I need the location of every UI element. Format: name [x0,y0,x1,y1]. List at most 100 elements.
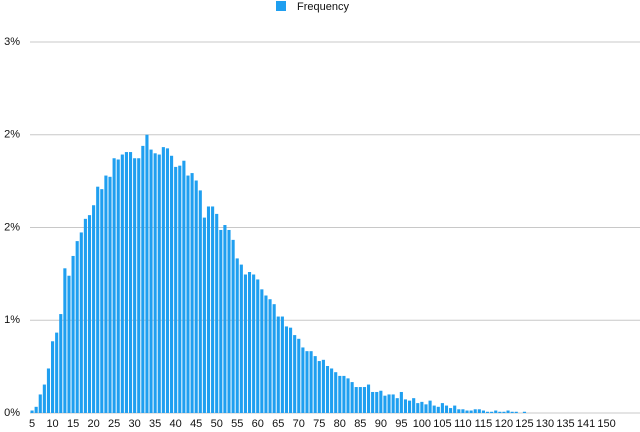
x-tick-label: 125 [515,418,533,430]
x-tick-label: 135 [556,418,574,430]
bar [272,304,276,413]
x-tick-label: 15 [67,418,79,430]
x-tick-label: 30 [129,418,141,430]
bar [375,391,379,413]
bar [305,351,309,413]
bar [215,213,219,413]
x-tick-label: 70 [293,418,305,430]
bar [227,229,231,413]
bar [83,218,87,413]
bar [330,368,334,413]
bar [399,391,403,413]
bar [338,375,342,413]
bar [383,395,387,413]
bar [108,176,112,413]
bar [120,154,124,413]
bar [104,175,108,413]
bar [87,215,92,413]
x-tick-label: 95 [395,418,407,430]
bar [354,387,358,413]
bar [260,289,264,413]
bar [506,410,510,413]
x-tick-label: 115 [475,418,493,430]
bar [198,190,202,413]
x-tick-label: 141 [577,418,595,430]
bar [391,394,395,413]
bar [358,387,362,413]
x-tick-label: 35 [149,418,161,430]
bar [461,409,465,413]
bar [153,153,157,414]
bar [206,206,211,413]
bar [34,406,38,413]
bar [92,205,96,413]
bar [522,411,527,413]
bar [170,155,174,414]
bar [75,241,79,413]
bar [145,134,149,413]
bar [59,314,63,413]
bar [444,405,449,413]
bar [321,359,325,413]
bar [112,158,116,413]
x-tick-label: 10 [46,418,58,430]
bar [38,394,42,413]
bar [371,391,375,413]
bar [165,148,170,413]
bar [124,152,128,413]
x-tick-label: 55 [231,418,243,430]
bar [313,356,317,413]
bar [243,274,247,413]
bar [284,326,289,413]
bar [465,410,469,413]
y-tick-label: 1% [4,314,20,326]
bar [235,258,239,413]
bar [219,229,223,413]
x-tick-label: 130 [536,418,554,430]
y-tick-label: 2% [4,221,20,233]
bar [51,341,55,413]
x-tick-label: 45 [190,418,202,430]
bar [469,410,473,413]
bar [289,327,293,413]
bar [96,186,100,413]
bar [485,411,490,413]
bar [252,274,256,413]
bar [403,399,408,413]
bar [514,411,518,413]
bar [490,411,494,413]
bar [424,404,428,413]
bar [362,387,366,413]
x-tick-label: 20 [87,418,99,430]
bar [436,406,440,413]
bar [67,275,71,413]
bar [194,180,198,413]
bar [293,335,297,413]
x-tick-label: 25 [108,418,120,430]
bar [301,347,305,413]
bar [412,398,416,413]
bar [449,408,453,413]
bar [473,409,477,413]
bar [510,411,514,413]
bar [264,295,268,413]
bar [256,279,260,413]
bar [116,159,120,413]
bar [211,206,215,413]
legend-swatch [276,1,286,11]
x-tick-label: 80 [334,418,346,430]
bar [334,372,338,413]
bar [498,411,502,413]
bar [141,145,145,413]
legend-label: Frequency [297,1,349,13]
bar [276,316,280,413]
x-tick-label: 90 [375,418,387,430]
bar [174,166,178,413]
bar [178,165,182,413]
bar [366,384,371,413]
bar [420,401,424,413]
bar [325,366,330,413]
bar [202,217,206,413]
bar [100,189,104,413]
x-tick-label: 40 [170,418,182,430]
